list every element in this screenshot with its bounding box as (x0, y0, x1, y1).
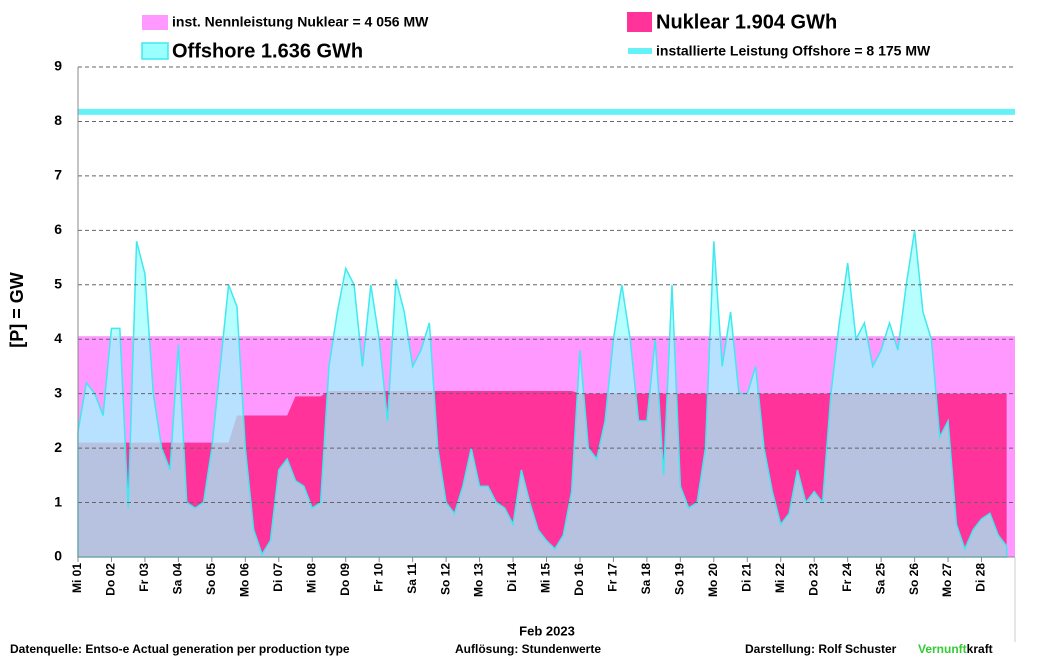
y-tick-label: 0 (54, 548, 62, 564)
y-tick-label: 1 (54, 493, 62, 509)
x-tick-label: Mi 22 (773, 563, 787, 593)
x-tick-label: Mo 27 (940, 563, 954, 597)
y-tick-label: 6 (54, 221, 62, 237)
x-tick-label: Fr 10 (371, 563, 385, 592)
brand-part: Vernunft (918, 642, 967, 656)
legend-label: installierte Leistung Offshore = 8 175 M… (656, 43, 931, 59)
x-tick-label: Mo 13 (472, 563, 486, 597)
y-tick-label: 8 (54, 112, 62, 128)
legend-swatch (627, 12, 652, 32)
legend-label: inst. Nennleistung Nuklear = 4 056 MW (172, 14, 429, 30)
x-tick-label: Di 14 (505, 563, 519, 592)
x-tick-label: Mi 01 (70, 563, 84, 593)
y-tick-label: 4 (54, 330, 62, 346)
y-tick-label: 5 (54, 275, 62, 291)
y-tick-label: 9 (54, 58, 62, 74)
x-tick-label: So 19 (673, 563, 687, 595)
x-tick-label: Sa 18 (639, 563, 653, 595)
x-tick-label: Fr 24 (840, 563, 854, 592)
brand-part: kraft (967, 642, 993, 656)
x-tick-label: Do 16 (572, 563, 586, 596)
x-tick-label: Do 09 (338, 563, 352, 596)
x-tick-label: So 05 (204, 563, 218, 595)
y-tick-label: 7 (54, 167, 62, 183)
x-tick-label: Do 23 (806, 563, 820, 596)
x-tick-label: Mi 08 (304, 563, 318, 593)
x-tick-label: Mo 06 (237, 563, 251, 597)
footer-brand: Vernunftkraft (918, 642, 993, 656)
x-tick-label: Fr 17 (606, 563, 620, 592)
legend-label: Offshore 1.636 GWh (172, 40, 363, 62)
footer-source: Datenquelle: Entso-e Actual generation p… (10, 642, 350, 656)
x-tick-label: Sa 25 (873, 563, 887, 595)
x-tick-label: Sa 11 (405, 563, 419, 594)
x-tick-label: Di 21 (739, 563, 753, 592)
legend-swatch (141, 42, 169, 60)
x-tick-label: Sa 04 (171, 563, 185, 595)
x-tick-label: Di 28 (974, 563, 988, 592)
x-tick-label: Mo 20 (706, 563, 720, 597)
x-tick-label: So 26 (907, 563, 921, 595)
x-tick-label: Di 07 (271, 563, 285, 592)
x-tick-label: Fr 03 (137, 563, 151, 592)
x-tick-label: Do 02 (104, 563, 118, 596)
legend-label: Nuklear 1.904 GWh (656, 11, 837, 33)
footer-author: Darstellung: Rolf Schuster (745, 642, 897, 656)
x-tick-label: Mi 15 (539, 563, 553, 593)
x-tick-label: So 12 (438, 563, 452, 595)
x-axis-label: Feb 2023 (519, 623, 575, 638)
y-axis-label: [P] = GW (7, 272, 27, 348)
footer-resolution: Auflösung: Stundenwerte (455, 642, 601, 656)
y-tick-label: 3 (54, 384, 62, 400)
y-tick-label: 2 (54, 439, 62, 455)
legend-swatch (142, 15, 168, 30)
